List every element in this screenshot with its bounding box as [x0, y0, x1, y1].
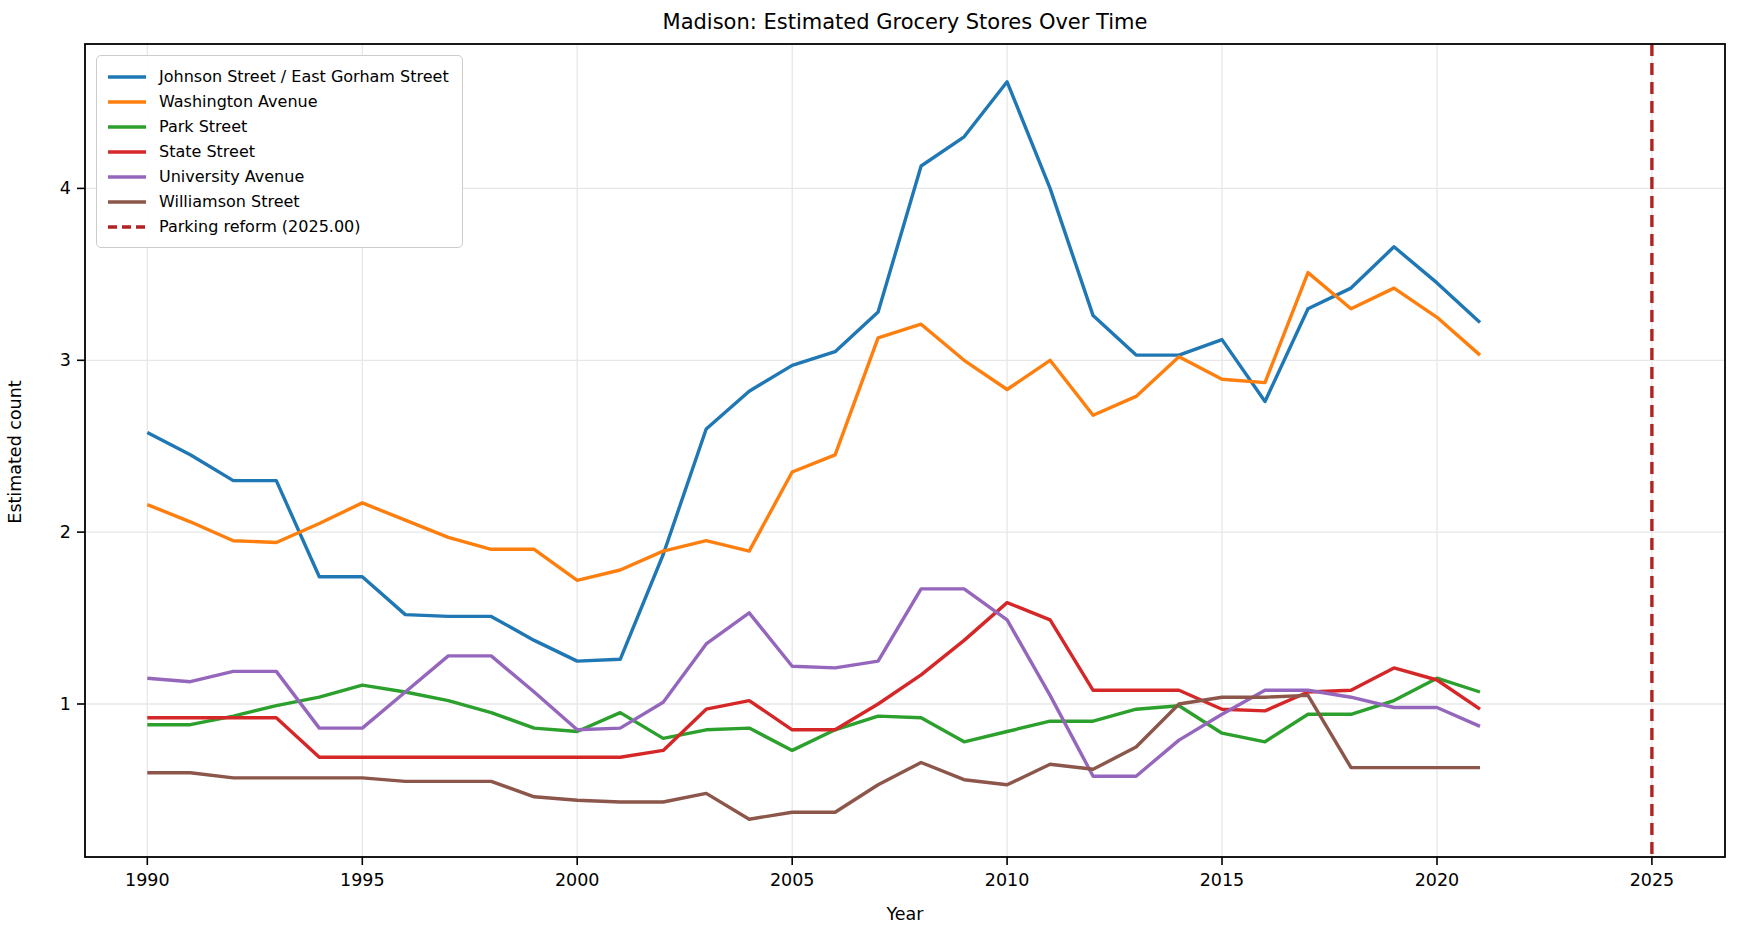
legend-item: Williamson Street	[107, 189, 449, 214]
x-tick-label: 2015	[1200, 870, 1245, 890]
legend-line-swatch	[107, 147, 147, 157]
x-tick-label: 2000	[555, 870, 600, 890]
legend-label: Johnson Street / East Gorham Street	[159, 67, 449, 86]
series-line-4	[147, 589, 1480, 776]
legend-item: Washington Avenue	[107, 89, 449, 114]
legend-label: Washington Avenue	[159, 92, 318, 111]
legend-label: Williamson Street	[159, 192, 300, 211]
legend: Johnson Street / East Gorham Street Washi…	[96, 55, 463, 248]
x-tick-label: 1990	[125, 870, 170, 890]
y-tick-label: 2	[60, 522, 71, 542]
x-tick-label: 2010	[985, 870, 1030, 890]
legend-item: Parking reform (2025.00)	[107, 214, 449, 239]
legend-line-swatch	[107, 97, 147, 107]
legend-line-swatch	[107, 72, 147, 82]
legend-item: State Street	[107, 139, 449, 164]
legend-item: Park Street	[107, 114, 449, 139]
x-tick-label: 2025	[1630, 870, 1675, 890]
legend-item: Johnson Street / East Gorham Street	[107, 64, 449, 89]
legend-label: Park Street	[159, 117, 247, 136]
line-chart-figure: 1990 1995 2000 2005 2010 2015 2020 2025 1 2 3 4 Mad…	[0, 0, 1741, 936]
legend-line-swatch	[107, 197, 147, 207]
legend-item: University Avenue	[107, 164, 449, 189]
x-tick-label: 2005	[770, 870, 815, 890]
series-line-1	[147, 273, 1480, 581]
y-tick-label: 4	[60, 178, 71, 198]
y-tick-label: 3	[60, 350, 71, 370]
legend-line-swatch	[107, 122, 147, 132]
x-tick-label: 2020	[1415, 870, 1460, 890]
chart-title: Madison: Estimated Grocery Stores Over T…	[85, 10, 1725, 34]
legend-line-swatch	[107, 222, 147, 232]
legend-line-swatch	[107, 172, 147, 182]
y-tick-label: 1	[60, 694, 71, 714]
legend-label: University Avenue	[159, 167, 304, 186]
y-axis-label: Estimated count	[5, 252, 25, 652]
x-tick-label: 1995	[340, 870, 385, 890]
x-axis-label: Year	[85, 904, 1725, 924]
legend-label: State Street	[159, 142, 255, 161]
legend-label: Parking reform (2025.00)	[159, 217, 361, 236]
